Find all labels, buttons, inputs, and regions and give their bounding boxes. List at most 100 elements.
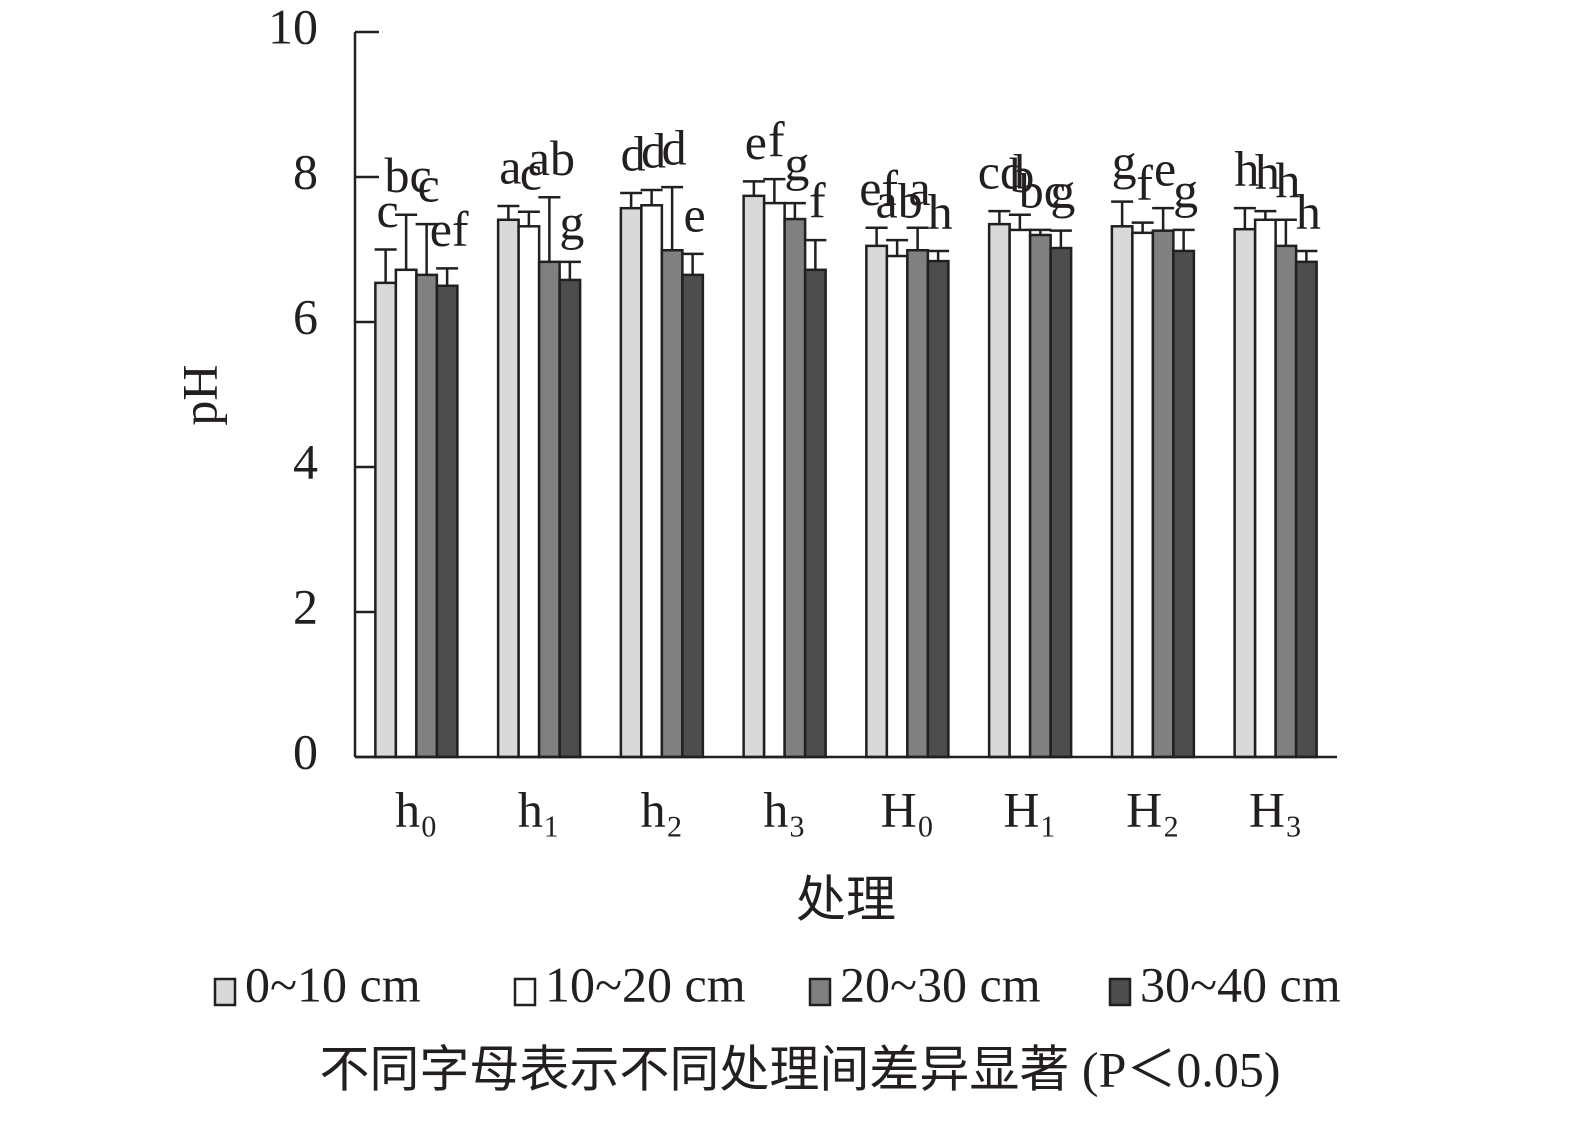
- bar: [1110, 225, 1134, 759]
- bar: [640, 204, 664, 759]
- legend-swatch: [213, 977, 237, 1007]
- significance-letter: h: [1255, 144, 1280, 200]
- bar: [517, 225, 541, 759]
- bar: [1172, 249, 1196, 759]
- bar: [742, 194, 766, 759]
- x-tick-label: H₀: [881, 781, 935, 837]
- bar: [987, 222, 1011, 759]
- significance-letter: a: [909, 160, 931, 216]
- y-axis-title: pH: [171, 364, 227, 425]
- significance-letter: f: [1136, 155, 1153, 211]
- bar: [885, 254, 909, 759]
- bar: [1008, 228, 1032, 759]
- significance-letter: e: [745, 114, 767, 170]
- significance-letter: d: [621, 125, 646, 181]
- y-tick-label: 0: [293, 723, 318, 779]
- bar: [1151, 229, 1175, 759]
- significance-letter: b: [1009, 147, 1034, 203]
- x-tick-label: H₁: [1003, 781, 1057, 837]
- significance-letter: c: [418, 157, 440, 213]
- significance-letter: a: [499, 138, 521, 194]
- error-bar: [415, 222, 438, 275]
- significance-letter: f: [809, 173, 826, 229]
- error-bar: [395, 213, 418, 270]
- significance-letter: f: [768, 112, 785, 168]
- y-tick-label: 8: [293, 143, 318, 199]
- y-tick-label: 10: [268, 0, 318, 54]
- error-bar: [1029, 228, 1052, 235]
- legend-label: 20~30 cm: [840, 956, 1041, 1012]
- significance-letter: e: [1154, 141, 1176, 197]
- error-bar: [1254, 209, 1277, 220]
- legend-swatch: [808, 977, 832, 1007]
- error-bar: [1233, 206, 1256, 230]
- bar: [1131, 231, 1155, 759]
- bar: [415, 273, 439, 759]
- bar: [496, 218, 520, 759]
- legend-label: 10~20 cm: [545, 956, 746, 1012]
- significance-letter: ef: [859, 160, 898, 216]
- error-bar: [1172, 228, 1195, 251]
- error-bar: [558, 260, 581, 280]
- error-bar: [886, 238, 909, 257]
- significance-letter: h: [1275, 152, 1300, 208]
- error-bar: [497, 204, 520, 220]
- error-bar: [681, 252, 704, 275]
- y-tick-label: 4: [293, 433, 318, 489]
- bar: [1233, 227, 1257, 759]
- significance-letter: bc: [385, 147, 432, 203]
- error-bar: [1008, 213, 1031, 230]
- x-tick-label: H₂: [1126, 781, 1180, 837]
- legend-swatch: [513, 977, 537, 1007]
- error-bar: [1111, 200, 1134, 227]
- bar: [906, 248, 930, 759]
- x-tick-label: h₀: [395, 781, 437, 837]
- error-bar: [1049, 229, 1072, 249]
- bar: [1294, 260, 1318, 759]
- significance-letter: c: [377, 182, 399, 238]
- y-tick-label: 6: [293, 288, 318, 344]
- bar: [783, 217, 807, 759]
- bar: [1274, 244, 1298, 759]
- significance-letter: g: [559, 194, 584, 250]
- bar: [435, 284, 459, 759]
- error-bar: [1274, 218, 1297, 246]
- bar: [1049, 246, 1073, 759]
- legend-swatch: [1108, 977, 1132, 1007]
- bar: [537, 260, 561, 759]
- significance-letter: g: [784, 136, 809, 192]
- significance-letter: ef: [430, 201, 469, 257]
- bar: [1028, 233, 1052, 759]
- bar: [619, 206, 643, 759]
- significance-letter: h: [1296, 183, 1321, 239]
- error-bar: [640, 188, 663, 206]
- bar: [803, 268, 827, 759]
- error-bar: [742, 180, 765, 196]
- bar: [926, 259, 950, 759]
- legend-label: 0~10 cm: [245, 956, 421, 1012]
- bar: [374, 281, 398, 759]
- bar: [681, 273, 705, 759]
- legend-label: 30~40 cm: [1140, 956, 1341, 1012]
- significance-letter: e: [684, 186, 706, 242]
- error-bar: [1152, 206, 1175, 231]
- error-bar: [763, 177, 786, 204]
- error-bar: [538, 196, 561, 262]
- error-bar: [661, 185, 684, 251]
- bar: [762, 201, 786, 759]
- error-bar: [1295, 249, 1318, 262]
- significance-letter: ab: [876, 173, 923, 229]
- error-bar: [906, 226, 929, 251]
- significance-letter: c: [520, 144, 542, 200]
- y-tick-label: 2: [293, 578, 318, 634]
- x-axis-title: 处理: [796, 871, 896, 927]
- error-bar: [865, 226, 888, 246]
- x-tick-label: h₂: [641, 781, 683, 837]
- error-bar: [1131, 221, 1154, 233]
- error-bar: [988, 209, 1011, 225]
- error-bar: [436, 267, 459, 286]
- footnote: 不同字母表示不同处理间差异显著 (P＜0.05): [319, 1041, 1280, 1097]
- error-bar: [374, 248, 397, 283]
- error-bar: [620, 191, 643, 209]
